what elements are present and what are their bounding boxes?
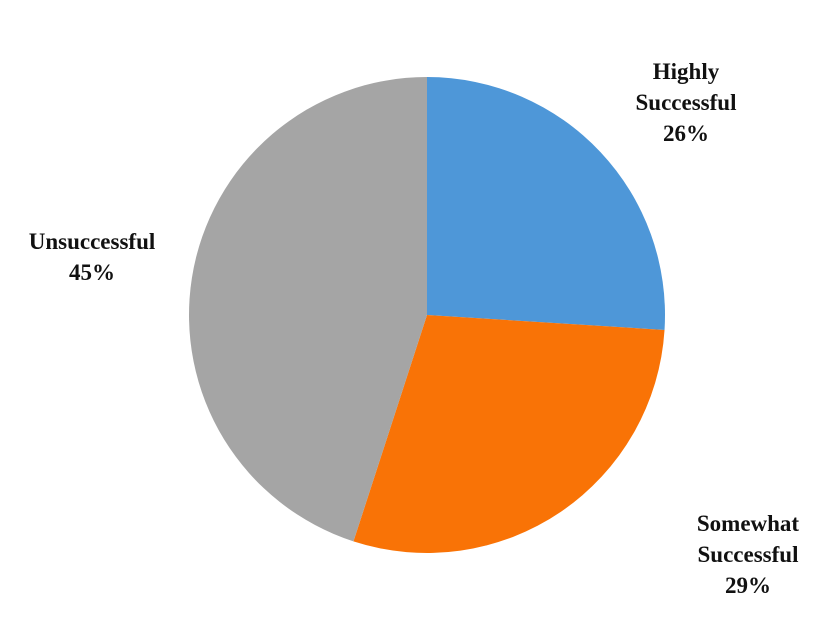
value-label: 26% — [663, 121, 709, 146]
category-label: Somewhat Successful — [696, 511, 800, 567]
value-label: 29% — [725, 573, 771, 598]
slice-label: Highly Successful 26% — [611, 56, 761, 149]
category-label: Highly Successful — [635, 59, 737, 115]
pie-slice — [427, 77, 665, 330]
category-label: Unsuccessful — [28, 229, 156, 254]
pie-slice — [353, 315, 665, 553]
slice-label: Somewhat Successful 29% — [673, 508, 823, 601]
pie-slice — [189, 77, 427, 542]
value-label: 45% — [69, 260, 115, 285]
slice-label: Unsuccessful 45% — [2, 226, 182, 288]
